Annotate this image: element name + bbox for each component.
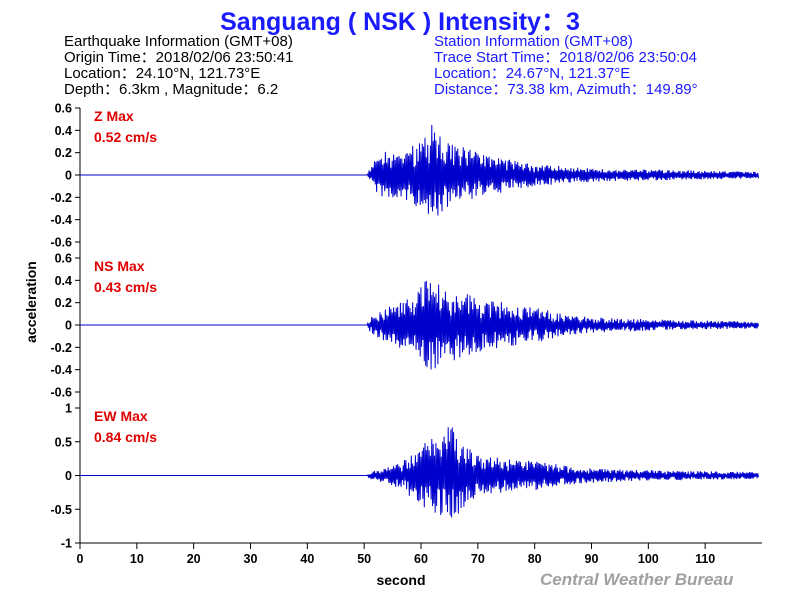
x-tick-label: 60 — [414, 552, 428, 566]
earthquake-info-heading: Earthquake Information (GMT+08) — [64, 33, 293, 50]
x-tick-label: 100 — [638, 552, 659, 566]
y-axis-label: acceleration — [23, 261, 39, 343]
ns-max-y-tick-label: -0.4 — [50, 363, 72, 377]
z-max-y-tick-label: -0.4 — [50, 213, 72, 227]
ns-max-y-tick-label: 0.2 — [55, 296, 72, 310]
chart-title: Sanguang ( NSK ) Intensity：3 — [220, 8, 580, 36]
x-tick-label: 10 — [130, 552, 144, 566]
x-tick-label: 0 — [77, 552, 84, 566]
z-max-waveform — [80, 124, 759, 216]
x-tick-label: 30 — [244, 552, 258, 566]
z-max-y-tick-label: 0 — [65, 169, 72, 183]
trace-start-time: Trace Start Time：2018/02/06 23:50:04 — [434, 49, 697, 66]
x-axis-label: second — [376, 572, 425, 588]
earthquake-info: Earthquake Information (GMT+08) Origin T… — [64, 34, 293, 98]
x-tick-label: 50 — [357, 552, 371, 566]
origin-time: Origin Time：2018/02/06 23:50:41 — [64, 49, 294, 66]
z-max-y-tick-label: 0.6 — [55, 102, 72, 116]
credit-label: Central Weather Bureau — [540, 570, 734, 589]
z-max-y-tick-label: 0.4 — [55, 124, 72, 138]
ns-max-y-tick-label: 0 — [65, 319, 72, 333]
ew-max-component-label: EW Max — [94, 408, 148, 424]
depth-magnitude: Depth：6.3km , Magnitude：6.2 — [64, 81, 279, 98]
ew-max-y-tick-label: -1 — [61, 537, 72, 551]
ew-max-y-tick-label: 1 — [65, 402, 72, 416]
x-tick-label: 70 — [471, 552, 485, 566]
z-max-y-tick-label: 0.2 — [55, 146, 72, 160]
station-info: Station Information (GMT+08) Trace Start… — [434, 34, 698, 98]
ew-max-y-tick-label: -0.5 — [50, 503, 72, 517]
station-info-heading: Station Information (GMT+08) — [434, 33, 633, 50]
ew-max-y-tick-label: 0 — [65, 469, 72, 483]
x-tick-label: 20 — [187, 552, 201, 566]
ns-max-y-tick-label: -0.6 — [50, 386, 72, 400]
x-tick-label: 40 — [300, 552, 314, 566]
ns-max-y-tick-label: 0.4 — [55, 274, 72, 288]
distance-azimuth: Distance：73.38 km, Azimuth：149.89° — [434, 81, 698, 98]
z-max-y-tick-label: -0.2 — [50, 191, 72, 205]
station-location: Location：24.67°N, 121.37°E — [434, 65, 631, 82]
ns-max-waveform — [80, 280, 759, 370]
ns-max-y-tick-label: -0.2 — [50, 341, 72, 355]
ew-max-y-tick-label: 0.5 — [55, 435, 72, 449]
ns-max-y-tick-label: 0.6 — [55, 252, 72, 266]
z-max-max-value: 0.52 cm/s — [94, 129, 157, 145]
z-max-component-label: Z Max — [94, 108, 134, 124]
ns-max-component-label: NS Max — [94, 258, 145, 274]
ew-max-waveform — [80, 427, 759, 518]
ns-max-max-value: 0.43 cm/s — [94, 279, 157, 295]
x-tick-label: 110 — [695, 552, 715, 566]
epicenter-location: Location：24.10°N, 121.73°E — [64, 65, 261, 82]
x-tick-label: 90 — [585, 552, 599, 566]
x-tick-label: 80 — [528, 552, 542, 566]
z-max-y-tick-label: -0.6 — [50, 236, 72, 250]
ew-max-max-value: 0.84 cm/s — [94, 429, 157, 445]
